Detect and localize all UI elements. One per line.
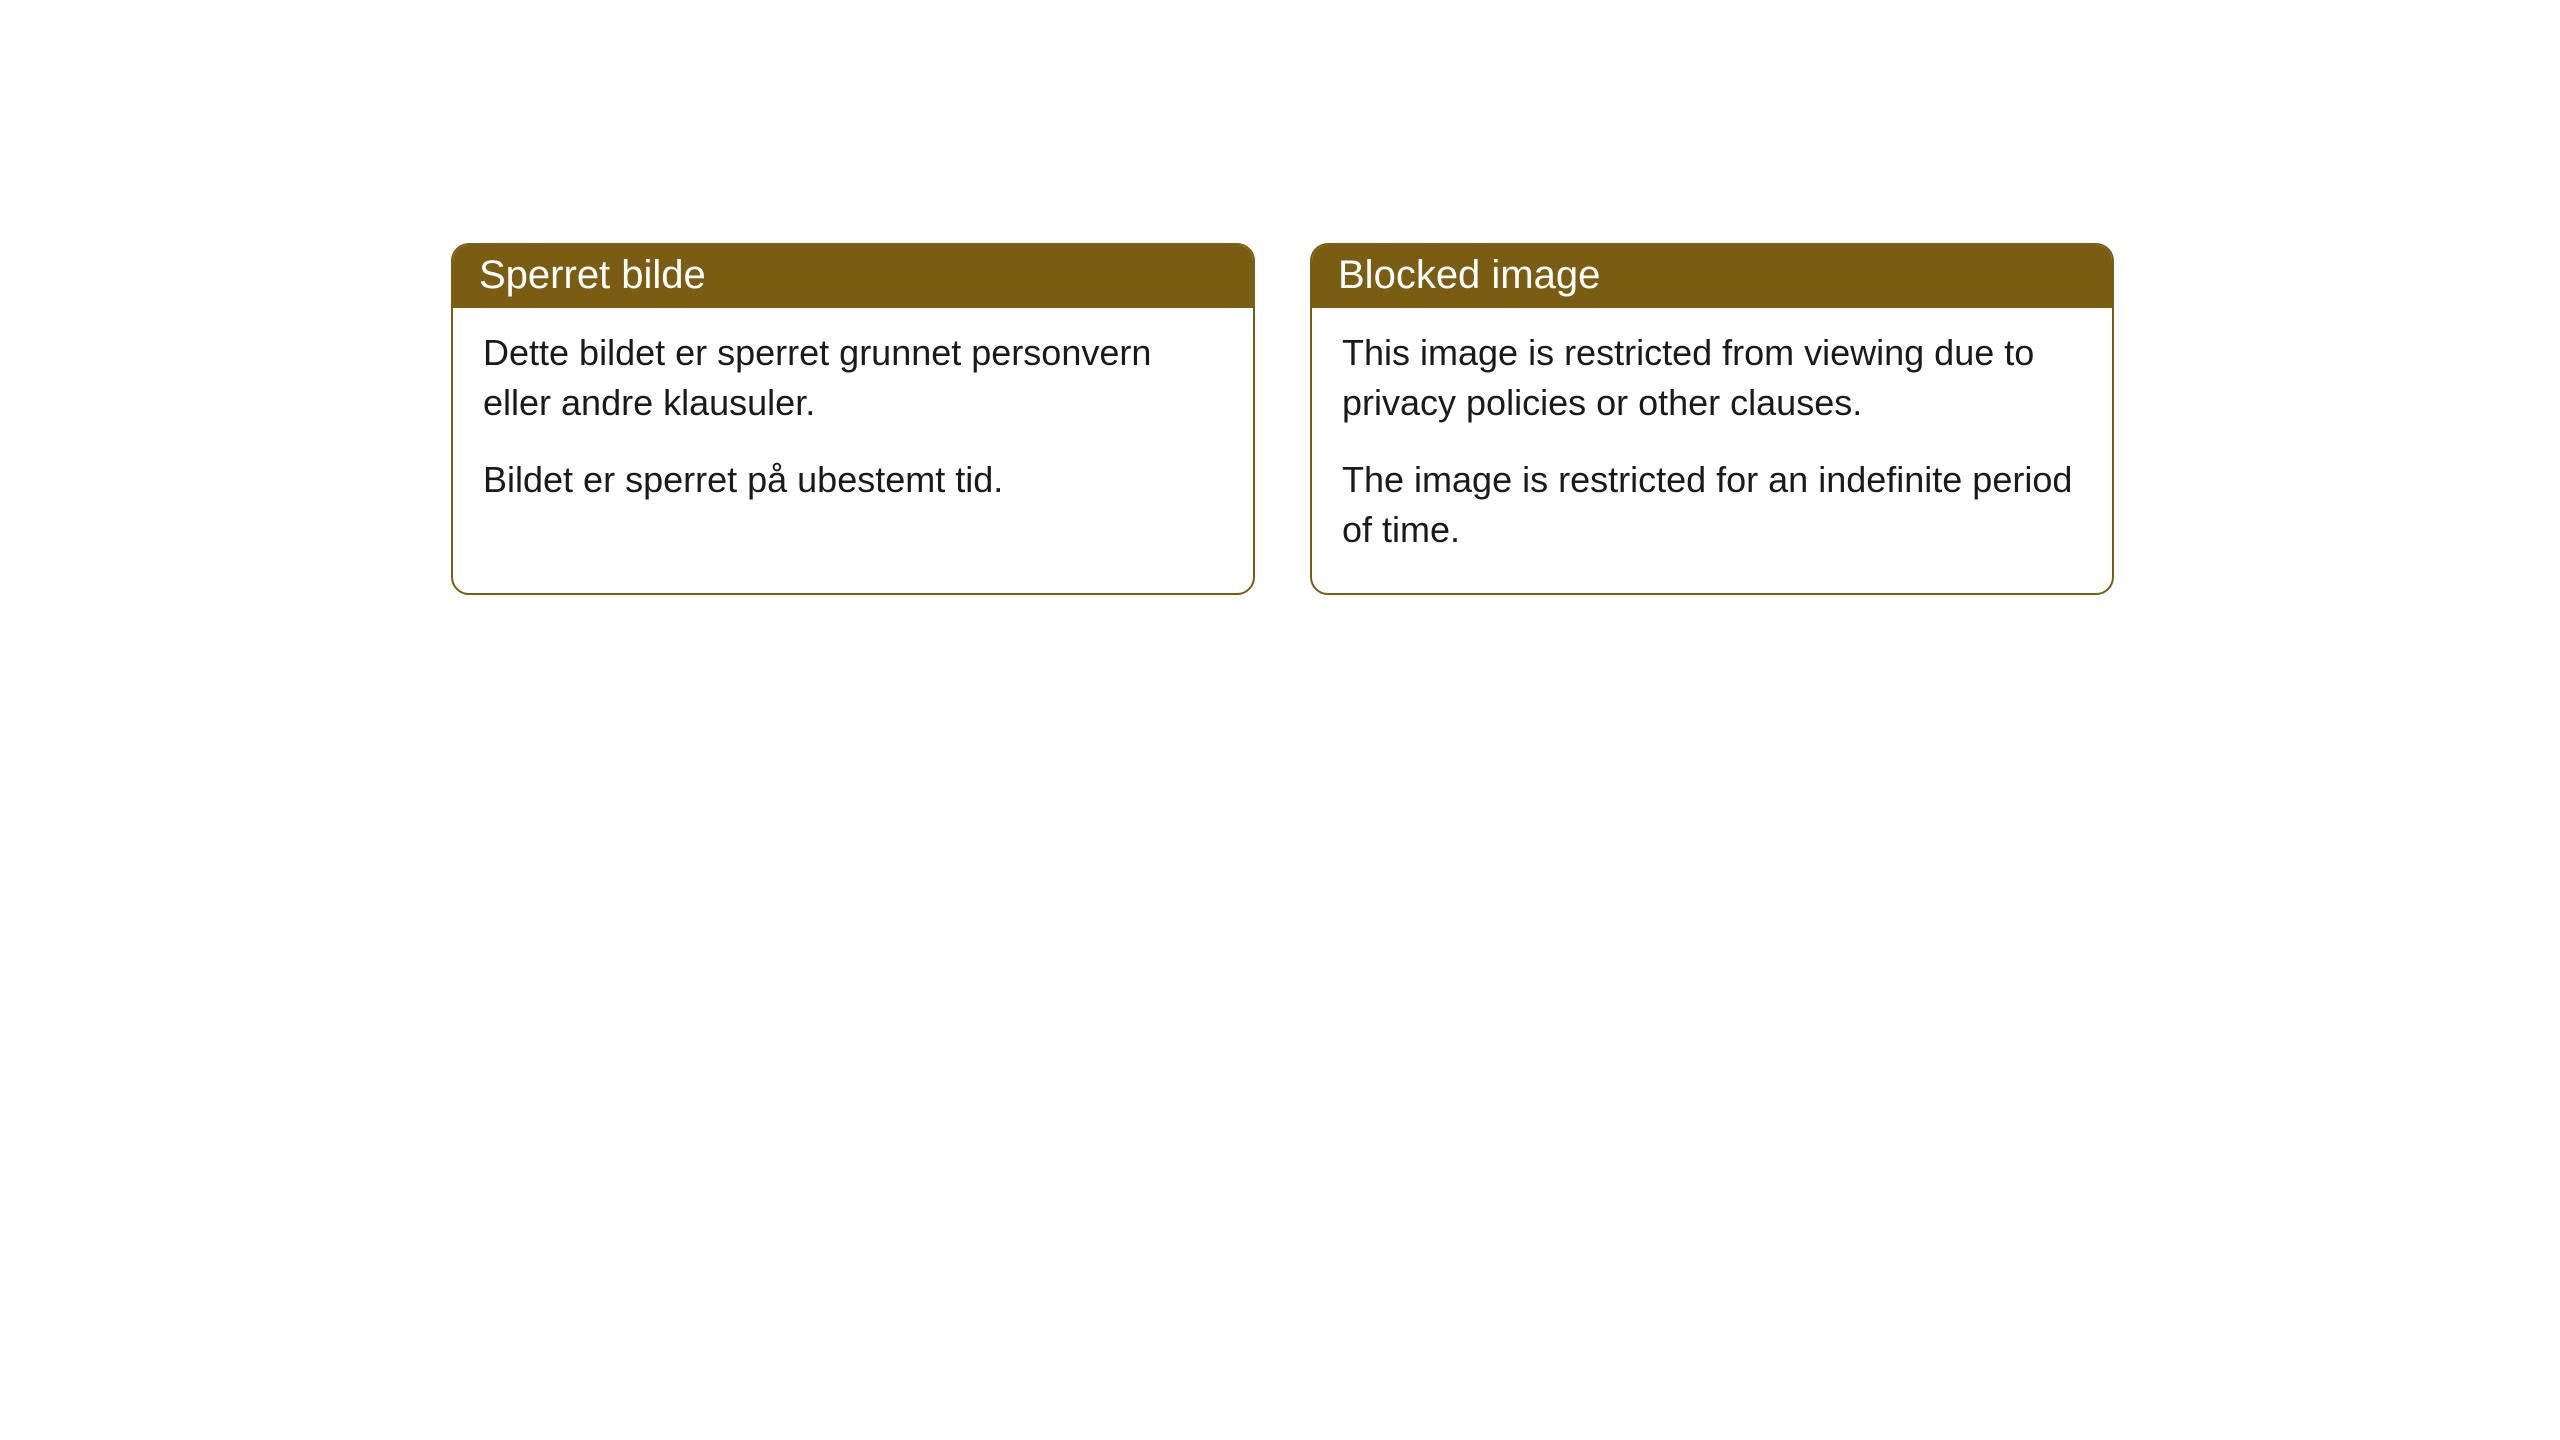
card-body-norwegian: Dette bildet er sperret grunnet personve… — [453, 308, 1253, 543]
card-paragraph-1-english: This image is restricted from viewing du… — [1342, 328, 2082, 427]
notice-cards-container: Sperret bilde Dette bildet er sperret gr… — [451, 243, 2114, 595]
card-header-norwegian: Sperret bilde — [453, 245, 1253, 308]
card-body-english: This image is restricted from viewing du… — [1312, 308, 2112, 593]
card-paragraph-2-english: The image is restricted for an indefinit… — [1342, 455, 2082, 554]
card-paragraph-2-norwegian: Bildet er sperret på ubestemt tid. — [483, 455, 1223, 505]
card-header-english: Blocked image — [1312, 245, 2112, 308]
card-title-english: Blocked image — [1338, 253, 1600, 297]
card-title-norwegian: Sperret bilde — [479, 253, 706, 297]
blocked-image-card-norwegian: Sperret bilde Dette bildet er sperret gr… — [451, 243, 1255, 595]
blocked-image-card-english: Blocked image This image is restricted f… — [1310, 243, 2114, 595]
card-paragraph-1-norwegian: Dette bildet er sperret grunnet personve… — [483, 328, 1223, 427]
